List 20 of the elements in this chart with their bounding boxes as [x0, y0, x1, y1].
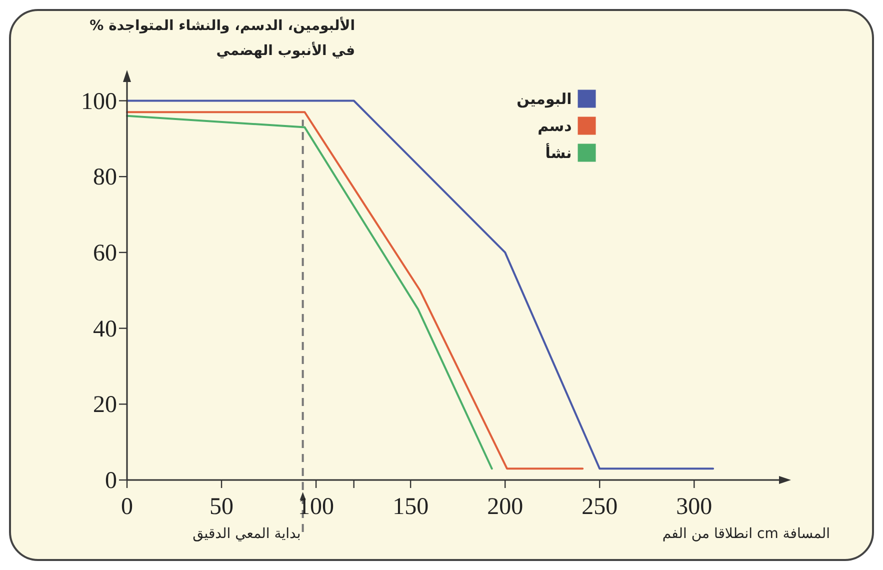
y-tick-label: 60 — [93, 240, 117, 266]
y-tick-label: 0 — [105, 468, 117, 494]
y-tick-label: 80 — [93, 164, 117, 191]
line-series — [126, 114, 493, 470]
legend-label: دسم — [538, 116, 572, 135]
x-tick-label: 250 — [582, 494, 618, 520]
x-tick-label: 200 — [487, 494, 524, 520]
y-tick-label: 20 — [93, 392, 117, 418]
x-tick-label: 0 — [121, 494, 133, 520]
x-tick-label: 300 — [676, 494, 712, 520]
x-tick-label: 50 — [210, 494, 234, 520]
ref-line-label: بداية المعي الدقيق — [192, 526, 301, 542]
legend-label: نشأ — [545, 142, 572, 162]
y-axis-title: % الألبومين، الدسم، والنشاء المتواجدة في الأنبوب الهضمي — [90, 16, 355, 59]
x-tick-label: 150 — [392, 494, 429, 520]
y-tick-label: 100 — [81, 88, 117, 115]
x-axis-title: المسافة cm انطلاقا من الفم — [662, 526, 830, 542]
legend-label: البومين — [516, 90, 572, 108]
y-tick-label: 40 — [93, 316, 117, 342]
x-tick-label: 100 — [298, 494, 334, 520]
